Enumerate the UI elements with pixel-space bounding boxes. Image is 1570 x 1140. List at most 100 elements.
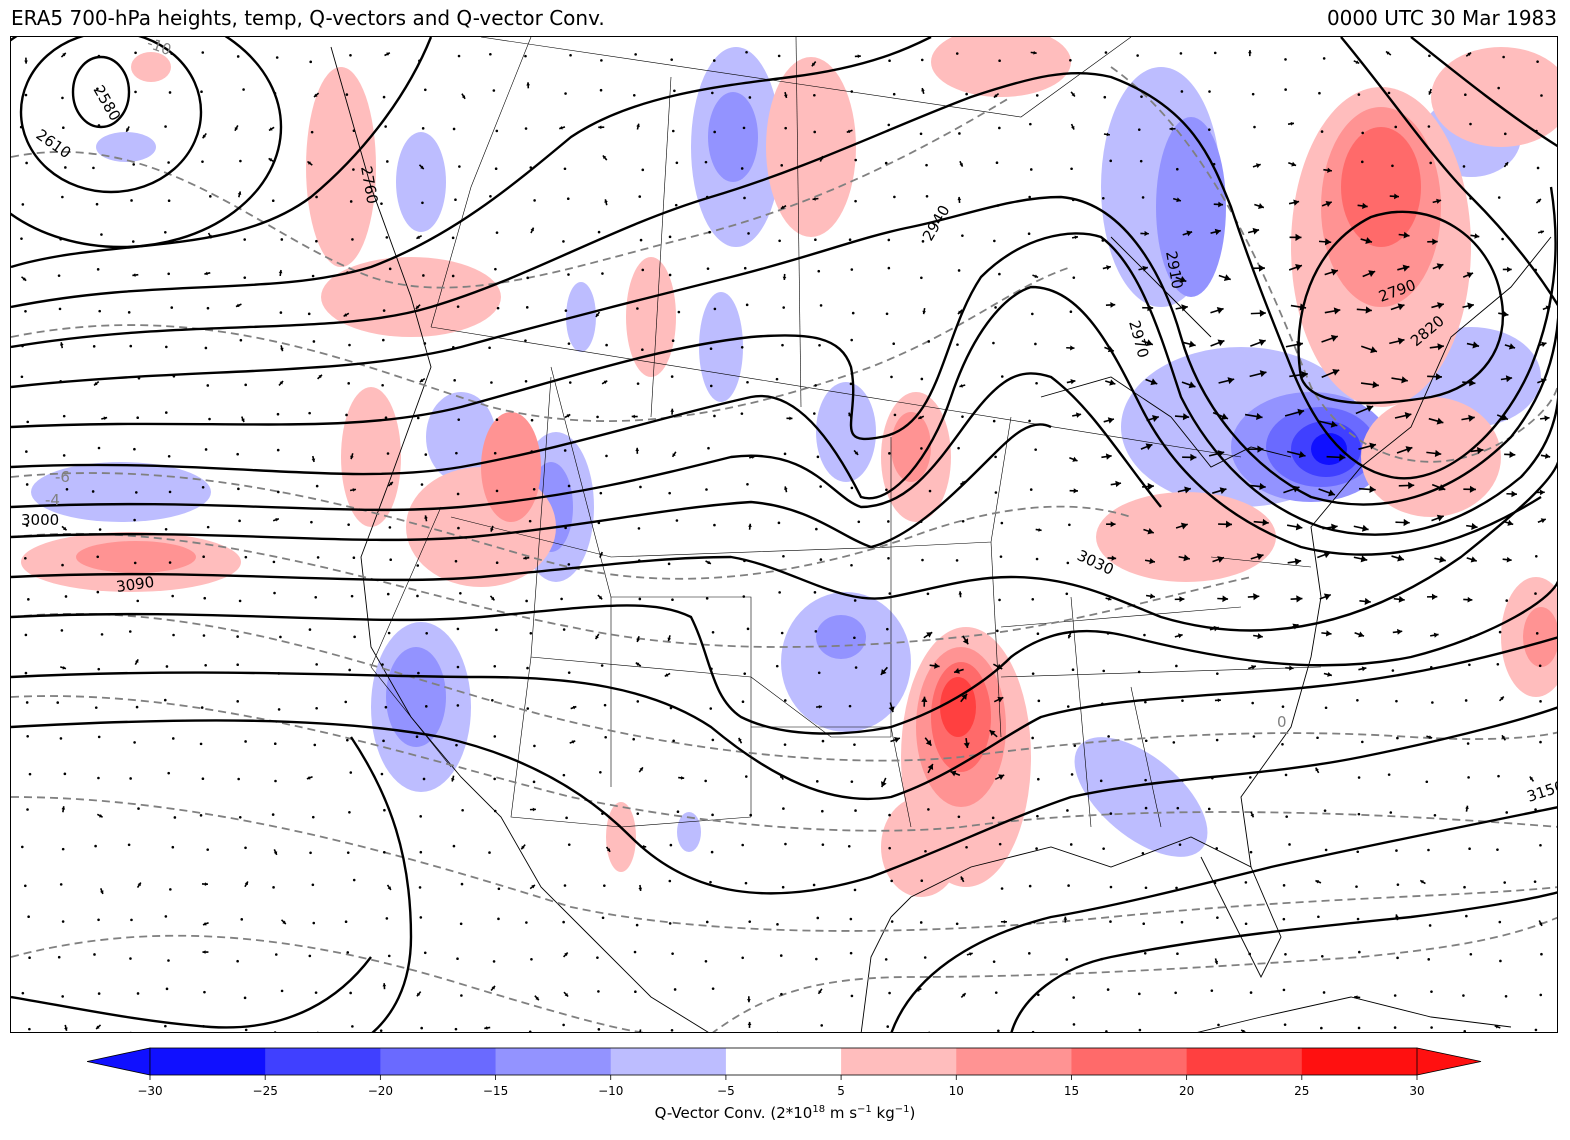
q-vector-arrowhead [22, 277, 27, 281]
q-vector-dot [1389, 811, 1393, 814]
q-vector-arrowhead [998, 774, 1005, 780]
q-vector-dot [127, 843, 131, 847]
q-vector-dot [236, 663, 239, 666]
q-vector-dot [347, 523, 350, 526]
q-vector-arrowhead [521, 845, 525, 850]
q-vector-dot [1138, 992, 1141, 996]
q-vector-dot [1103, 95, 1107, 99]
q-vector-arrowhead [268, 158, 273, 162]
q-vector-dot [315, 484, 319, 488]
q-vector-dot [57, 955, 61, 959]
q-vector-dot [243, 996, 247, 1000]
q-vector-arrowhead [1301, 371, 1308, 379]
q-vector-dot [244, 555, 248, 559]
q-vector-dot [173, 816, 177, 819]
q-vector-dot [386, 452, 390, 455]
q-vector-dot [24, 556, 27, 560]
q-vector-arrowhead [1258, 339, 1266, 346]
q-vector-dot [171, 737, 175, 740]
q-vector-dot [526, 666, 529, 670]
q-vector-arrowhead [811, 62, 816, 67]
colorbar-segment [610, 1048, 727, 1075]
q-vector-arrowhead [1227, 377, 1235, 385]
q-vector-arrowhead [1403, 231, 1410, 239]
q-vector-dot [346, 951, 350, 954]
q-vector-dot [530, 450, 534, 453]
q-vector-dot [1216, 916, 1219, 919]
q-vector-dot [236, 452, 239, 456]
q-vector-arrowhead [636, 123, 640, 128]
q-vector-dot [271, 199, 275, 203]
q-vector-dot [525, 921, 528, 924]
q-vector-dot [526, 707, 530, 710]
q-vector-dot [562, 920, 565, 924]
temperature-label: -6 [55, 468, 70, 486]
q-vector-dot [668, 879, 672, 883]
q-vector-arrowhead [1544, 453, 1551, 459]
q-vector-dot [783, 743, 787, 746]
q-vector-dot [352, 878, 356, 882]
q-vector-arrowhead [1323, 551, 1331, 559]
q-vector-arrowhead [1323, 593, 1331, 601]
colorbar-segment [725, 1048, 842, 1075]
q-vector-dot [64, 595, 68, 598]
q-vector-arrowhead [1150, 378, 1158, 386]
q-vector-dot [97, 446, 101, 450]
height-label: 2580 [90, 82, 125, 124]
q-vector-dot [238, 815, 242, 819]
q-vector-arrowhead [1504, 162, 1509, 166]
q-vector-dot [748, 96, 752, 99]
colorbar-tick-label: −30 [137, 1084, 162, 1098]
q-vector-dot [605, 343, 608, 347]
q-vector-dot [1176, 952, 1179, 956]
q-vector-dot [743, 559, 746, 563]
q-vector-dot [854, 199, 857, 203]
q-vector-dot [1534, 554, 1538, 558]
q-vector-dot [496, 306, 500, 310]
q-vector-arrowhead [1467, 596, 1473, 603]
q-vector-arrowhead [1180, 522, 1188, 530]
q-vector-dot [24, 309, 27, 313]
q-vector-dot [958, 1032, 961, 1033]
q-vector-dot [1391, 164, 1394, 168]
q-vector-dot [1035, 94, 1039, 97]
q-vector-dot [208, 417, 211, 421]
q-vector-dot [885, 312, 889, 316]
q-vector-arrowhead [490, 528, 494, 532]
q-vector-arrowhead [1394, 193, 1399, 200]
q-vector-arrowhead [1176, 197, 1181, 203]
q-vector-dot [563, 449, 567, 452]
q-vector-dot [1534, 808, 1537, 811]
q-vector-dot [853, 888, 857, 892]
q-vector-dot [1137, 670, 1141, 674]
q-vector-arrowhead [307, 161, 312, 165]
q-vector-arrowhead [1467, 302, 1474, 310]
q-vector-dot [132, 163, 135, 166]
q-vector-dot [1031, 1030, 1035, 1032]
q-vector-arrowhead [1404, 412, 1412, 420]
q-vector-dot [352, 129, 356, 133]
q-vector-dot [1539, 700, 1542, 703]
height-label: 2970 [1125, 318, 1152, 360]
q-vector-dot [274, 953, 278, 956]
q-vector-dot [424, 705, 428, 708]
q-vector-dot [780, 164, 784, 167]
colorbar-tick-label: −15 [483, 1084, 508, 1098]
q-vector-dot [1395, 699, 1398, 703]
q-vector-dot [94, 844, 97, 848]
q-vector-dot [1357, 1026, 1361, 1030]
q-vector-arrowhead [1147, 482, 1154, 491]
q-vector-dot [137, 376, 141, 380]
q-vector-arrowhead [780, 774, 784, 779]
q-vector-dot [992, 960, 996, 963]
q-vector-dot [1316, 736, 1319, 740]
q-vector-dot [816, 455, 820, 459]
q-vector-dot [747, 232, 750, 235]
q-vector-arrowhead [1508, 343, 1516, 350]
colorbar-segment [495, 1048, 612, 1075]
q-vector-arrowhead [1471, 522, 1478, 530]
q-vector-arrowhead [208, 234, 212, 239]
q-vector-dot [495, 561, 499, 565]
q-vector-dot [134, 90, 137, 94]
q-vector-dot [1033, 920, 1036, 924]
